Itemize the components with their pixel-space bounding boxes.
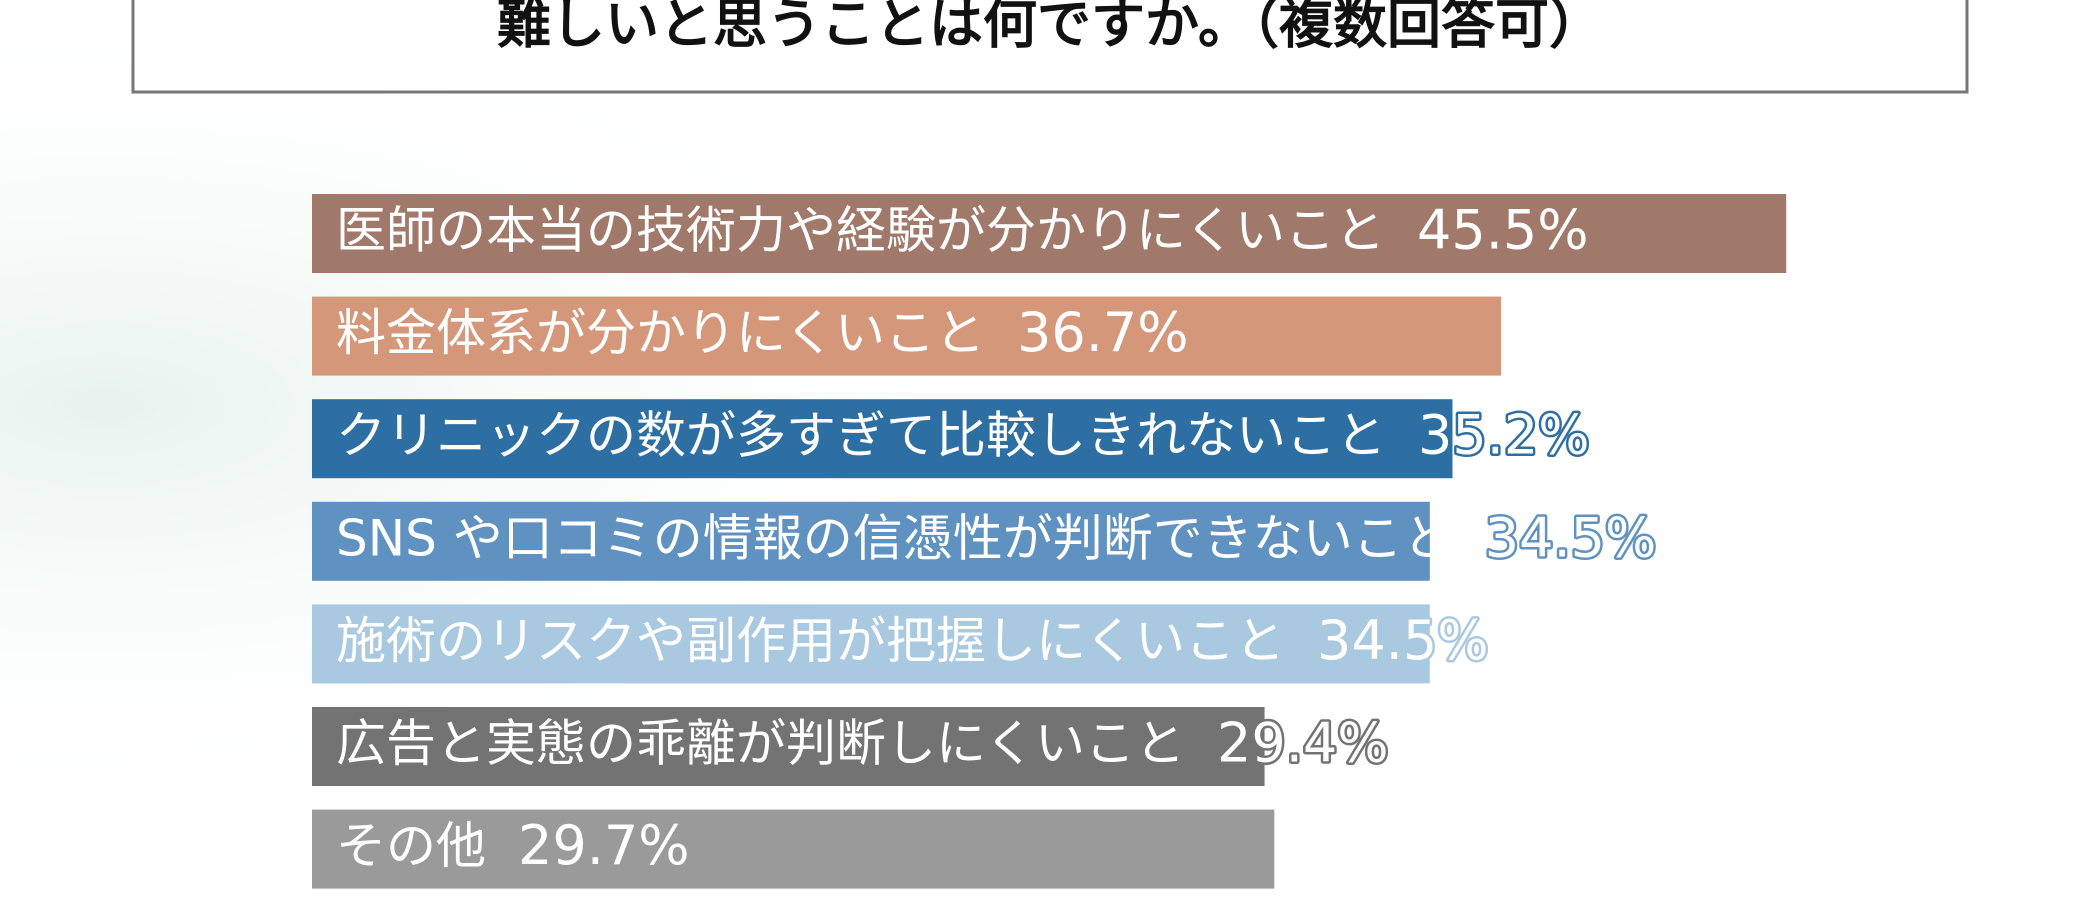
category-label: 施術のリスクや副作用が把握しにくいこと (336, 611, 1285, 669)
chart-title: 難しいと思うことは何ですか。（複数回答可） (497, 0, 1603, 56)
value-label: 29.4% (1217, 711, 1389, 774)
category-label: 医師の本当の技術力や経験が分かりにくいこと (336, 201, 1385, 259)
value-label: 34.5% (1317, 609, 1489, 672)
bar-label: その他 29.7% (336, 814, 690, 877)
category-label: その他 (336, 817, 486, 875)
bar (312, 296, 1502, 376)
bar (312, 707, 1265, 786)
bar (312, 399, 1453, 479)
category-label: SNS や口コミの情報の信憑性が判断できないこと (336, 509, 1453, 567)
value-label: 34.5% (1485, 506, 1657, 569)
bar-label: 料金体系が分かりにくいこと 36.7% (336, 301, 1189, 364)
bar-label: SNS や口コミの情報の信憑性が判断できないこと 34.5% (336, 506, 1656, 569)
value-label: 29.7% (518, 814, 690, 877)
bar-label: クリニックの数が多すぎて比較しきれないこと 35.2% (336, 403, 1590, 466)
value-label: 36.7% (1017, 301, 1189, 364)
value-label: 45.5% (1417, 198, 1589, 261)
category-label: クリニックの数が多すぎて比較しきれないこと (336, 406, 1386, 464)
title-box (131, 0, 1969, 94)
bar (312, 501, 1430, 581)
bar (312, 194, 1787, 273)
category-label: 料金体系が分かりにくいこと (336, 304, 985, 362)
bar-label: 医師の本当の技術力や経験が分かりにくいこと 45.5% (336, 198, 1589, 261)
bar (312, 604, 1430, 684)
bar-label: 広告と実態の乖離が判断しにくいこと 29.4% (336, 711, 1389, 774)
bars: 医師の本当の技術力や経験が分かりにくいこと 45.5% 料金体系が分かりにくいこと 3… (312, 194, 1787, 889)
value-label: 35.2% (1418, 403, 1590, 466)
bar-label: 施術のリスクや副作用が把握しにくいこと 34.5% (336, 609, 1489, 672)
category-label: 広告と実態の乖離が判断しにくいこと (336, 714, 1185, 772)
bar (312, 809, 1275, 889)
